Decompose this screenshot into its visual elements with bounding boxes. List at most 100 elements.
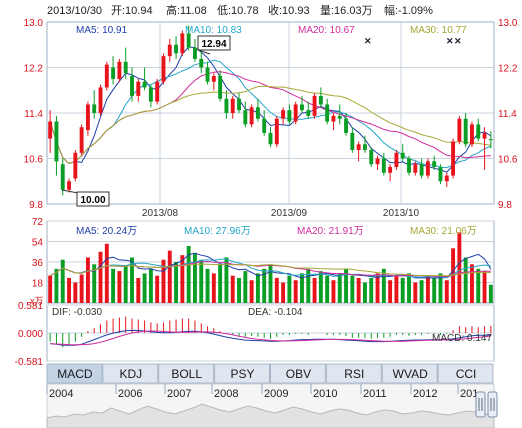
volume-bar xyxy=(60,259,65,303)
candle-body xyxy=(148,87,153,102)
candle-body xyxy=(381,158,386,173)
candlesticks xyxy=(48,25,493,196)
tab-cci[interactable]: CCI xyxy=(437,363,494,384)
volume-bar xyxy=(148,268,153,303)
timeline-handle-right-body[interactable] xyxy=(487,391,498,418)
tab-background[interactable] xyxy=(437,363,494,384)
volume-bar xyxy=(85,257,90,303)
volume-bar xyxy=(136,277,141,303)
candle-body xyxy=(312,95,317,116)
candle-body xyxy=(482,132,487,139)
candle-body xyxy=(362,144,367,150)
volume-bar xyxy=(224,257,229,303)
volume-bar xyxy=(211,273,216,303)
volume-bar xyxy=(482,271,487,303)
volume-ma10-label: MA10: 27.96万 xyxy=(184,226,251,237)
volume-bar xyxy=(255,273,260,303)
candle-body xyxy=(186,33,191,48)
volume-ma5-label: MA5: 20.24万 xyxy=(76,226,137,237)
candle-body xyxy=(243,110,248,125)
date-axis: 2013/08 2013/09 2013/10 xyxy=(142,208,420,219)
candle-body xyxy=(111,67,116,79)
volume-bar xyxy=(476,268,481,303)
candle-body xyxy=(413,164,418,173)
candle-body xyxy=(262,118,267,133)
volume-unit-label: x万 xyxy=(30,296,44,306)
price-tick-right: 10.6 xyxy=(498,155,518,166)
volume-axis: 72 54 36 18 xyxy=(32,217,44,290)
tab-kdj[interactable]: KDJ xyxy=(102,363,159,384)
volume-ma5-line xyxy=(49,252,492,279)
volume-bar xyxy=(268,264,273,303)
timeline-year-label: 2009 xyxy=(264,388,288,400)
tab-background[interactable] xyxy=(46,363,103,384)
candle-body xyxy=(268,132,273,145)
tab-boll[interactable]: BOLL xyxy=(158,363,215,384)
volume-bar xyxy=(186,246,191,303)
volume-bar xyxy=(161,259,166,303)
tab-background[interactable] xyxy=(158,363,215,384)
volume-moving-averages xyxy=(49,252,492,279)
tab-label: RSI xyxy=(344,367,364,381)
volume-bar xyxy=(167,250,172,303)
ma5-line xyxy=(49,46,492,173)
candle-body xyxy=(470,124,474,145)
candle-body xyxy=(337,115,342,119)
min-annotation-box xyxy=(76,191,110,207)
tab-background[interactable] xyxy=(214,363,270,384)
macd-lines xyxy=(50,329,491,346)
volume-bar xyxy=(130,257,134,303)
price-axis-left: 13.0 12.2 11.4 10.6 9.8 xyxy=(24,18,44,211)
indicator-tabs: MACD KDJ BOLL PSY OBV RSI WVAD CCI xyxy=(46,363,494,384)
timeline-year-label: 2008 xyxy=(214,388,238,400)
tab-label: KDJ xyxy=(119,367,142,381)
volume-bar xyxy=(54,268,59,303)
date-label-oct: 2013/10 xyxy=(383,208,420,219)
volume-tick: 54 xyxy=(32,238,44,249)
volume-bar xyxy=(312,277,317,303)
tab-background[interactable] xyxy=(270,363,326,384)
timeline-year-label: 2010 xyxy=(313,388,337,400)
candle-body xyxy=(230,98,235,113)
candle-body xyxy=(369,149,374,165)
candle-body xyxy=(287,110,292,122)
volume-bar xyxy=(287,275,292,303)
candle-body xyxy=(419,164,424,176)
candle-body xyxy=(407,158,411,173)
tab-macd[interactable]: MACD xyxy=(46,363,103,384)
tab-background[interactable] xyxy=(381,363,438,384)
volume-bar xyxy=(306,268,311,303)
event-marker-icon: ✕ xyxy=(446,36,454,46)
timeline-handle-left-body[interactable] xyxy=(475,391,486,418)
volume-tick: 18 xyxy=(32,279,44,290)
price-tick-left: 12.2 xyxy=(24,64,44,75)
event-marker-icon: ✕ xyxy=(454,36,462,46)
price-tick-left: 11.4 xyxy=(24,109,43,120)
tab-obv[interactable]: OBV xyxy=(270,363,326,384)
price-axis-right: 13.0 12.2 11.4 10.6 9.8 xyxy=(498,18,518,211)
tab-psy[interactable]: PSY xyxy=(214,363,270,384)
volume-bar xyxy=(432,277,437,303)
timeline-handle-right[interactable] xyxy=(487,391,498,418)
volume-bar xyxy=(375,273,380,303)
header-high: 高:11.08 xyxy=(166,3,207,17)
candle-body xyxy=(463,118,468,145)
tab-background[interactable] xyxy=(102,363,159,384)
volume-bar xyxy=(394,275,399,303)
header-low: 低:10.78 xyxy=(217,4,259,17)
volume-bar xyxy=(356,277,361,303)
candle-body xyxy=(394,152,399,168)
tab-background[interactable] xyxy=(325,363,382,384)
candle-body xyxy=(130,76,134,96)
price-moving-averages xyxy=(49,46,492,173)
volume-bar xyxy=(92,264,97,303)
timeline-handle-left[interactable] xyxy=(475,391,486,418)
tab-wvad[interactable]: WVAD xyxy=(381,363,438,384)
candle-body xyxy=(79,127,84,153)
tab-rsi[interactable]: RSI xyxy=(325,363,382,384)
volume-bar xyxy=(388,280,393,303)
candle-body xyxy=(85,104,90,131)
volume-bar xyxy=(425,275,430,303)
macd-dif-line xyxy=(50,329,491,346)
